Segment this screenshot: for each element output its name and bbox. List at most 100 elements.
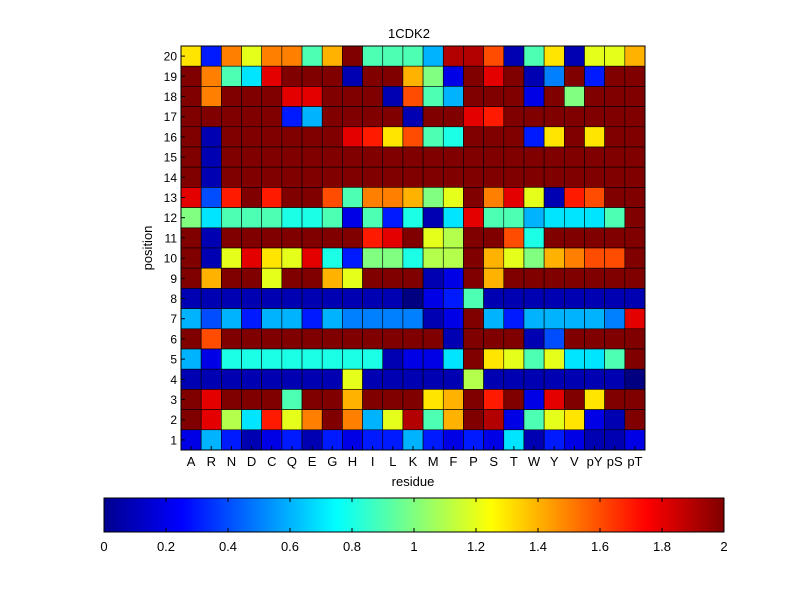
heatmap-cell bbox=[543, 65, 565, 87]
heatmap-cell bbox=[362, 166, 384, 188]
heatmap-cell bbox=[422, 106, 444, 128]
heatmap-cell bbox=[483, 368, 505, 390]
heatmap-cell bbox=[301, 86, 323, 107]
heatmap-cell bbox=[382, 308, 404, 330]
heatmap-cell bbox=[362, 267, 384, 289]
heatmap-cell bbox=[624, 86, 646, 107]
heatmap-cell bbox=[563, 409, 585, 431]
heatmap-cell bbox=[382, 247, 404, 269]
heatmap-cell bbox=[382, 65, 404, 87]
heatmap-cell bbox=[342, 288, 363, 309]
x-tick-label: H bbox=[348, 454, 357, 469]
x-tick-label: I bbox=[371, 454, 375, 469]
heatmap-cell bbox=[584, 389, 605, 410]
heatmap-cell bbox=[221, 348, 242, 370]
x-tick-label: W bbox=[528, 454, 541, 469]
heatmap-cell bbox=[221, 409, 242, 431]
heatmap-cell bbox=[342, 166, 363, 188]
heatmap-cell bbox=[261, 247, 283, 269]
heatmap-cell bbox=[463, 368, 484, 390]
heatmap-cell bbox=[362, 348, 384, 370]
y-tick-label: 11 bbox=[165, 231, 178, 245]
heatmap-cell bbox=[422, 328, 444, 350]
heatmap-cell bbox=[402, 45, 424, 67]
heatmap-cell bbox=[463, 86, 484, 107]
heatmap-cell bbox=[221, 368, 242, 390]
heatmap-cell bbox=[543, 409, 565, 431]
heatmap-cell bbox=[563, 288, 585, 309]
heatmap-cell bbox=[402, 207, 424, 229]
heatmap-cell bbox=[261, 146, 283, 168]
heatmap-cell bbox=[402, 65, 424, 87]
heatmap-cell bbox=[442, 106, 464, 128]
heatmap-cell bbox=[442, 288, 464, 309]
x-tick-label: R bbox=[207, 454, 216, 469]
heatmap-cell bbox=[382, 187, 404, 208]
heatmap-cell bbox=[362, 146, 384, 168]
heatmap-cell bbox=[543, 187, 565, 208]
heatmap-cell bbox=[241, 126, 262, 148]
heatmap-cell bbox=[503, 328, 525, 350]
heatmap-cell bbox=[503, 247, 525, 269]
heatmap-cell bbox=[563, 348, 585, 370]
heatmap-cell bbox=[483, 389, 505, 410]
colorbar-tick-label: 1.2 bbox=[467, 539, 485, 554]
heatmap-cell bbox=[523, 106, 545, 128]
heatmap-cell bbox=[221, 207, 242, 229]
heatmap-cell bbox=[584, 65, 605, 87]
x-tick-label: V bbox=[570, 454, 579, 469]
heatmap-cell bbox=[543, 328, 565, 350]
colorbar-tick-label: 0 bbox=[100, 539, 107, 554]
heatmap-cell bbox=[301, 267, 323, 289]
heatmap-cell bbox=[604, 227, 626, 249]
heatmap-cell bbox=[281, 45, 303, 67]
heatmap-cell bbox=[503, 389, 525, 410]
heatmap-cell bbox=[604, 126, 626, 148]
heatmap-cell bbox=[261, 288, 283, 309]
heatmap-cell bbox=[301, 65, 323, 87]
heatmap-cell bbox=[543, 348, 565, 370]
heatmap-cell bbox=[362, 106, 384, 128]
heatmap-cell bbox=[241, 207, 262, 229]
heatmap-cell bbox=[422, 65, 444, 87]
heatmap-cell bbox=[321, 187, 343, 208]
heatmap-cell bbox=[563, 247, 585, 269]
heatmap-cell bbox=[463, 166, 484, 188]
heatmap-cell bbox=[241, 166, 262, 188]
heatmap-cell bbox=[563, 308, 585, 330]
heatmap-cell bbox=[362, 328, 384, 350]
heatmap-cell bbox=[624, 368, 646, 390]
y-tick-label: 2 bbox=[170, 413, 177, 427]
heatmap-cell bbox=[362, 288, 384, 309]
heatmap-cell bbox=[261, 86, 283, 107]
heatmap-cell bbox=[463, 389, 484, 410]
heatmap-cell bbox=[362, 126, 384, 148]
heatmap-cell bbox=[382, 348, 404, 370]
heatmap-cell bbox=[382, 166, 404, 188]
heatmap-cell bbox=[523, 267, 545, 289]
heatmap-cell bbox=[200, 267, 222, 289]
heatmap-cell bbox=[200, 45, 222, 67]
heatmap-cell bbox=[483, 106, 505, 128]
heatmap-cell bbox=[543, 247, 565, 269]
heatmap-cell bbox=[241, 65, 262, 87]
heatmap-cell bbox=[584, 247, 605, 269]
heatmap-cell bbox=[503, 45, 525, 67]
heatmap-cell bbox=[281, 65, 303, 87]
heatmap-cell bbox=[321, 227, 343, 249]
heatmap-cell bbox=[200, 409, 222, 431]
heatmap-cell bbox=[624, 247, 646, 269]
heatmap-cell bbox=[604, 409, 626, 431]
heatmap-cell bbox=[301, 227, 323, 249]
heatmap-cell bbox=[261, 267, 283, 289]
heatmap-cell bbox=[200, 389, 222, 410]
heatmap-cell bbox=[442, 368, 464, 390]
heatmap-cell bbox=[321, 267, 343, 289]
heatmap-cell bbox=[503, 166, 525, 188]
heatmap-cell bbox=[402, 308, 424, 330]
heatmap-cell bbox=[604, 267, 626, 289]
y-tick-label: 13 bbox=[164, 191, 178, 205]
heatmap-cell bbox=[402, 187, 424, 208]
x-tick-label: D bbox=[247, 454, 256, 469]
heatmap-cell bbox=[362, 65, 384, 87]
